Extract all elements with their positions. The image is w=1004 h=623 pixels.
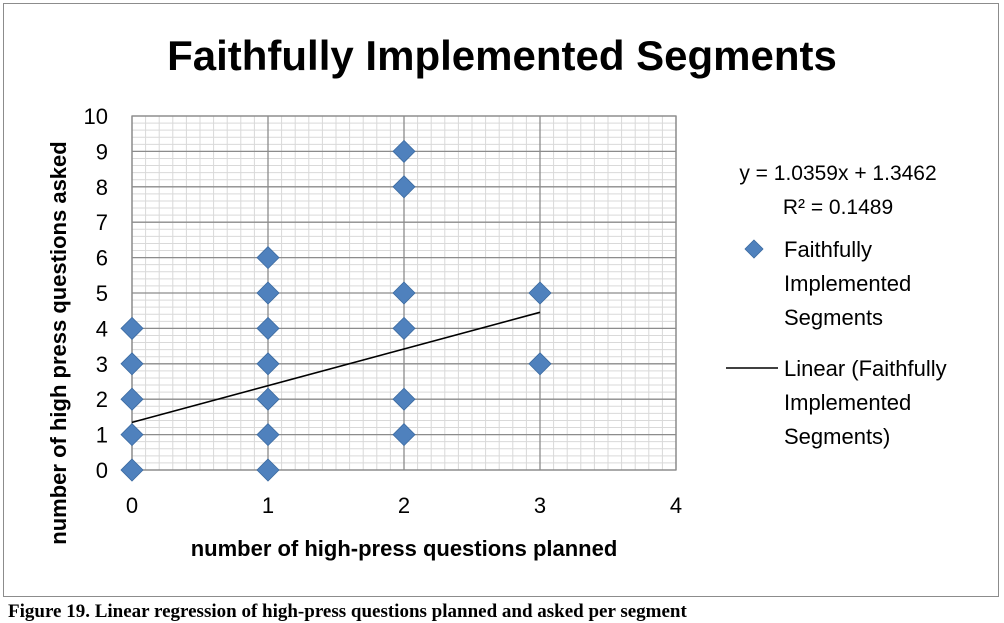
legend-trendline-label: Segments) [784, 424, 890, 449]
x-tick-label: 4 [670, 493, 682, 518]
y-tick-label: 4 [96, 316, 108, 341]
x-tick-label: 2 [398, 493, 410, 518]
y-tick-label: 3 [96, 352, 108, 377]
data-point-diamond [393, 388, 415, 410]
y-tick-label: 10 [84, 104, 108, 129]
x-tick-label: 0 [126, 493, 138, 518]
trendline-equation: y = 1.0359x + 1.3462 [739, 162, 936, 185]
data-point-diamond [121, 317, 143, 339]
y-tick-label: 5 [96, 281, 108, 306]
chart-svg: Faithfully Implemented Segments 0 1 2 3 4 0 1 2 3… [0, 0, 1004, 600]
data-point-diamond [257, 317, 279, 339]
y-tick-label: 7 [96, 210, 108, 235]
data-point-diamond [529, 353, 551, 375]
data-point-diamond [121, 353, 143, 375]
data-point-diamond [257, 459, 279, 481]
x-tick-label: 3 [534, 493, 546, 518]
x-tick-label: 1 [262, 493, 274, 518]
data-point-diamond [257, 353, 279, 375]
data-point-diamond [257, 424, 279, 446]
data-point-diamond [393, 424, 415, 446]
y-tick-label: 8 [96, 175, 108, 200]
y-tick-label: 9 [96, 139, 108, 164]
chart-title: Faithfully Implemented Segments [167, 32, 837, 79]
legend-series-label: Implemented [784, 271, 911, 296]
data-point-diamond [393, 176, 415, 198]
data-point-diamond [257, 247, 279, 269]
y-tick-label: 0 [96, 458, 108, 483]
legend-trendline-label: Linear (Faithfully [784, 356, 947, 381]
y-tick-label: 6 [96, 246, 108, 271]
data-point-diamond [121, 388, 143, 410]
legend-series-marker [745, 240, 763, 258]
data-point-diamond [121, 459, 143, 481]
data-point-diamond [393, 282, 415, 304]
y-tick-label: 1 [96, 423, 108, 448]
trendline-r-squared: R² = 0.1489 [783, 196, 893, 219]
data-point-diamond [257, 388, 279, 410]
data-point-diamond [121, 424, 143, 446]
legend-series-label: Segments [784, 305, 883, 330]
legend-trendline-label: Implemented [784, 390, 911, 415]
data-point-diamond [393, 317, 415, 339]
legend-series-label: Faithfully [784, 237, 872, 262]
data-point-diamond [393, 140, 415, 162]
x-axis-label: number of high-press questions planned [191, 536, 618, 561]
data-point-diamond [529, 282, 551, 304]
y-axis-label: number of high press questions asked [46, 141, 71, 544]
data-point-diamond [257, 282, 279, 304]
y-tick-label: 2 [96, 387, 108, 412]
